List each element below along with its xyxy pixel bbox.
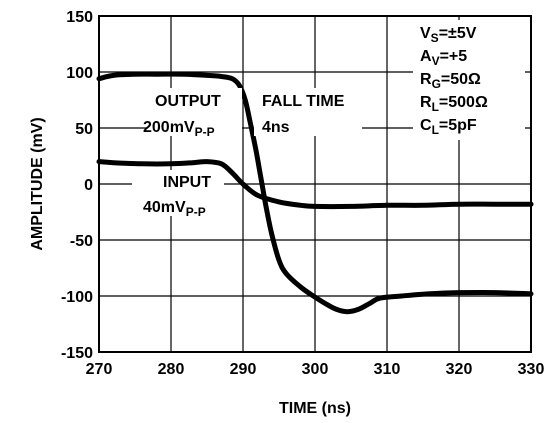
condition-subscript: L: [432, 123, 439, 137]
condition-line: RL=500Ω: [420, 94, 488, 114]
condition-subscript: L: [432, 100, 439, 114]
x-tick-label: 310: [374, 361, 401, 378]
y-tick-labels: 150 100 50 0 -50 -100 -150: [61, 9, 93, 362]
output-label: OUTPUT: [155, 93, 221, 110]
fall-time-value: 4ns: [262, 119, 290, 136]
x-tick-label: 280: [158, 361, 185, 378]
condition-subscript: S: [431, 31, 439, 45]
y-tick-label: -150: [61, 345, 93, 362]
x-axis-label: TIME (ns): [279, 400, 351, 417]
output-amplitude: 200mVP-P: [143, 119, 215, 139]
output-amplitude-subscript: P-P: [195, 125, 215, 139]
x-tick-label: 320: [446, 361, 473, 378]
waveform-curves: [96, 71, 534, 315]
condition-symbol: R: [420, 94, 432, 111]
x-tick-label: 290: [230, 361, 257, 378]
condition-line: CL=5pF: [420, 117, 477, 137]
output-waveform-line: [96, 71, 534, 315]
condition-value: =+5: [440, 48, 468, 65]
y-tick-label: 50: [75, 121, 93, 138]
condition-symbol: R: [420, 71, 432, 88]
condition-value: =±5V: [439, 25, 477, 42]
input-label-bg: [132, 170, 224, 216]
y-tick-label: 150: [66, 9, 93, 26]
y-tick-label: -100: [61, 289, 93, 306]
condition-value: =50Ω: [441, 71, 481, 88]
condition-value: =500Ω: [439, 94, 488, 111]
input-amplitude: 40mVP-P: [143, 199, 206, 219]
fall-time-label: FALL TIME: [262, 93, 345, 110]
x-tick-label: 330: [518, 361, 545, 378]
input-amplitude-value: 40mV: [143, 199, 186, 216]
x-tick-label: 300: [302, 361, 329, 378]
input-waveform-line: [96, 159, 534, 210]
fall-time-label-bg: [254, 88, 362, 136]
plot-frame: [98, 15, 532, 353]
condition-value: =5pF: [439, 117, 477, 134]
conditions-bg: [413, 20, 525, 140]
input-amplitude-subscript: P-P: [186, 205, 206, 219]
x-tick-labels: 270 280 290 300 310 320 330: [86, 361, 545, 378]
condition-symbol: V: [420, 25, 431, 42]
y-tick-label: -50: [70, 233, 93, 250]
y-tick-label: 0: [84, 177, 93, 194]
condition-symbol: A: [420, 48, 432, 65]
condition-line: AV=+5: [420, 48, 467, 68]
condition-symbol: C: [420, 117, 432, 134]
condition-line: VS=±5V: [420, 25, 477, 45]
output-amplitude-value: 200mV: [143, 119, 195, 136]
input-label: INPUT: [163, 174, 211, 191]
y-axis-label: AMPLITUDE (mV): [29, 117, 46, 250]
x-tick-label: 270: [86, 361, 113, 378]
condition-subscript: G: [432, 77, 441, 91]
condition-line: RG=50Ω: [420, 71, 481, 91]
condition-subscript: V: [432, 54, 440, 68]
output-label-bg: [148, 88, 242, 136]
y-tick-label: 100: [66, 65, 93, 82]
